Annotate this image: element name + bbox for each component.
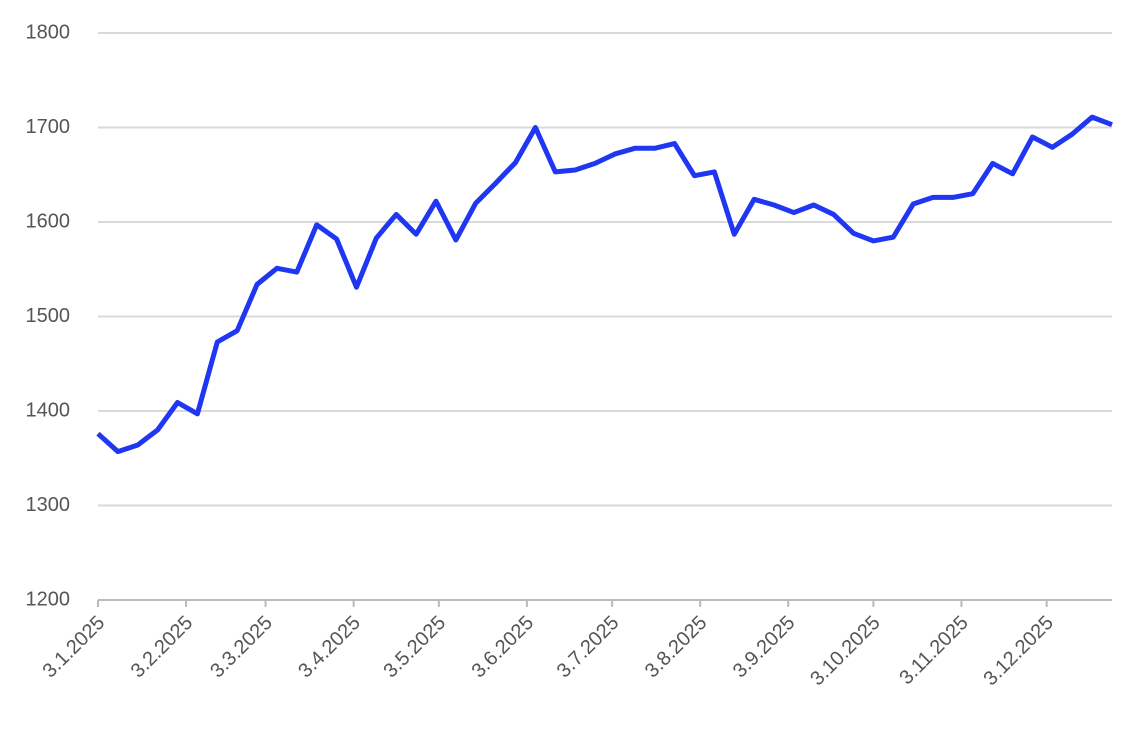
x-tick-label: 3.9.2025 xyxy=(729,612,800,683)
y-tick-label: 1800 xyxy=(26,21,71,43)
y-tick-label: 1400 xyxy=(26,399,71,421)
x-tick-label: 3.5.2025 xyxy=(379,612,450,683)
y-tick-label: 1700 xyxy=(26,116,71,138)
y-tick-label: 1200 xyxy=(26,588,71,610)
x-tick-label: 3.7.2025 xyxy=(553,612,624,683)
x-tick-label: 3.12.2025 xyxy=(979,612,1057,690)
line xyxy=(96,114,1113,455)
x-tick-label: 3.1.2025 xyxy=(39,612,110,683)
x-tick-label: 3.4.2025 xyxy=(294,612,365,683)
x-tick-label: 3.10.2025 xyxy=(806,612,884,690)
x-tick-label: 3.11.2025 xyxy=(895,612,972,689)
x-tick-label: 3.8.2025 xyxy=(641,612,712,683)
y-tick-label: 1500 xyxy=(26,305,71,327)
y-tick-label: 1300 xyxy=(26,494,71,516)
x-tick-label: 3.6.2025 xyxy=(468,612,539,683)
x-tick-label: 3.2.2025 xyxy=(127,612,198,683)
y-tick-label: 1600 xyxy=(26,210,71,232)
x-tick-label: 3.3.2025 xyxy=(206,612,277,683)
